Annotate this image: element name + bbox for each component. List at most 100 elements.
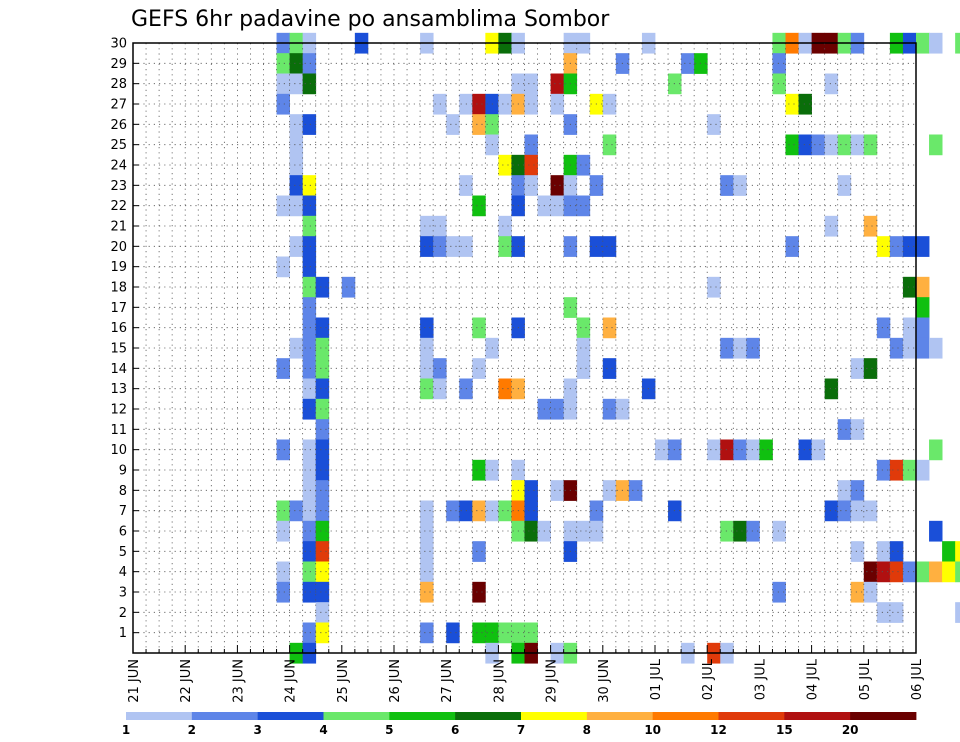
y-tick-label: 10 (110, 443, 127, 458)
data-cell (707, 439, 721, 461)
data-cell (733, 175, 747, 196)
x-tick-label: 21 JUN (127, 659, 142, 703)
data-cell (916, 459, 930, 481)
data-cell (863, 134, 878, 156)
y-axis-ticks: 1234567891011121314151617181920212223242… (110, 37, 139, 641)
data-cell (602, 236, 617, 257)
data-cell (955, 561, 960, 583)
y-tick-label: 17 (110, 301, 127, 316)
data-cell (420, 541, 434, 562)
data-cell (916, 276, 930, 298)
data-cell (472, 459, 486, 481)
data-cell (315, 439, 330, 461)
x-axis-ticks: 21 JUN 22 JUN 23 JUN 24 JUN 25 JUN 26 JUN 27 J… (127, 645, 925, 703)
y-tick-label: 19 (110, 260, 127, 275)
data-cell (302, 276, 317, 298)
data-cell (746, 439, 760, 461)
data-cell (746, 337, 760, 359)
data-cell (902, 459, 917, 481)
data-cell (302, 256, 317, 278)
x-tick-label: 06 JUL (910, 658, 925, 700)
data-cell (550, 93, 565, 115)
data-cell (733, 337, 747, 359)
data-cell (863, 561, 878, 583)
legend-swatch (257, 712, 324, 720)
data-cell (315, 459, 330, 481)
data-cell (315, 602, 330, 623)
data-cell (837, 134, 852, 156)
data-cell (315, 317, 330, 339)
y-tick-label: 11 (110, 423, 127, 438)
data-cell (315, 581, 330, 603)
data-cell (837, 175, 852, 196)
data-cell (302, 378, 317, 400)
data-cell (824, 73, 839, 95)
y-tick-label: 2 (119, 606, 127, 621)
data-cell (302, 541, 317, 562)
data-cell (576, 195, 591, 217)
data-cell (550, 175, 565, 196)
legend-swatch (455, 712, 522, 720)
data-cell (889, 561, 904, 583)
y-tick-label: 6 (119, 525, 127, 540)
legend-swatch (850, 712, 917, 720)
data-cell (446, 500, 460, 522)
y-tick-label: 22 (110, 199, 127, 214)
data-cell (420, 622, 434, 644)
data-cell (602, 398, 617, 420)
data-cell (772, 53, 786, 74)
data-cell (889, 236, 904, 257)
y-tick-label: 27 (110, 98, 127, 113)
data-cell (446, 622, 460, 644)
data-cell (876, 236, 891, 257)
data-cell (420, 581, 434, 603)
x-tick-label: 26 JUN (388, 659, 403, 703)
data-cell (929, 561, 943, 583)
data-cell (276, 439, 290, 461)
y-tick-label: 28 (110, 77, 127, 92)
data-cell (655, 439, 669, 461)
data-cell (302, 317, 317, 339)
data-cell (929, 134, 943, 156)
data-cell (498, 236, 512, 257)
data-cell (850, 541, 865, 562)
data-cell (302, 215, 317, 237)
data-cell (315, 419, 330, 440)
y-tick-label: 13 (110, 382, 127, 397)
data-cell (811, 439, 826, 461)
data-cell (315, 622, 330, 644)
data-cell (302, 500, 317, 522)
data-cell (850, 358, 865, 379)
legend-swatch (389, 712, 456, 720)
data-cell (524, 520, 538, 542)
data-cell (276, 93, 290, 115)
chart-title: GEFS 6hr padavine po ansamblima Sombor (131, 7, 610, 32)
data-cell (811, 134, 826, 156)
data-cell (276, 53, 290, 74)
data-cell (576, 154, 591, 176)
data-cell (902, 317, 917, 339)
data-cell (628, 480, 643, 501)
y-tick-label: 29 (110, 57, 127, 72)
data-cell (524, 154, 538, 176)
data-cell (472, 317, 486, 339)
data-cell (824, 500, 839, 522)
data-cell (524, 480, 538, 501)
legend: 1 2 3 4 5 6 7 8 10 12 15 20 (122, 712, 917, 737)
data-cell (420, 236, 434, 257)
data-cell (916, 297, 930, 318)
x-tick-label: 30 JUN (597, 659, 612, 703)
data-cell (341, 276, 356, 298)
data-cell (315, 398, 330, 420)
data-cell (302, 581, 317, 603)
y-tick-label: 30 (110, 37, 127, 52)
data-cell (785, 134, 799, 156)
data-cell (955, 32, 960, 54)
data-cell (315, 337, 330, 359)
legend-label: 15 (776, 723, 793, 737)
x-tick-label: 27 JUN (440, 659, 455, 703)
data-cell (850, 581, 865, 603)
data-cell (420, 358, 434, 379)
data-cell (889, 541, 904, 562)
data-cell (420, 337, 434, 359)
